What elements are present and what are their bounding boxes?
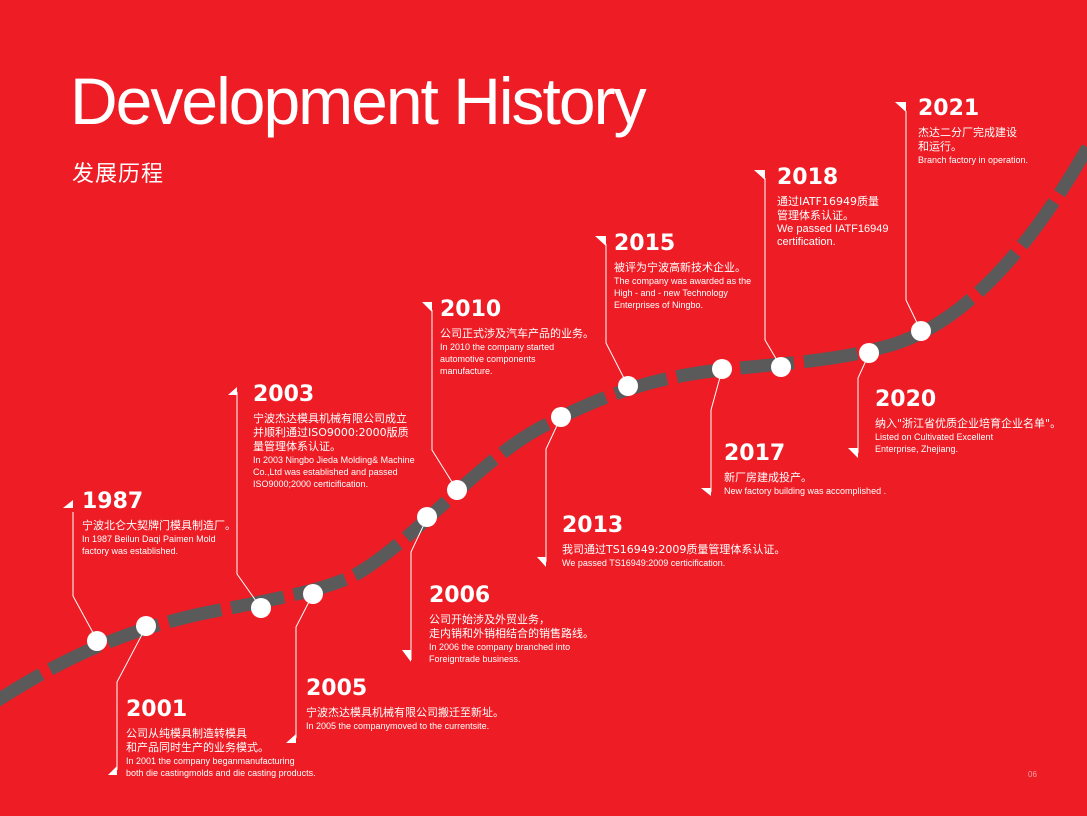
event-desc-en: We passed IATF16949 certification. bbox=[777, 223, 889, 248]
event-2021: 2021 杰达二分厂完成建设 和运行。 Branch factory in op… bbox=[918, 96, 1028, 166]
marker-2017 bbox=[712, 359, 732, 379]
event-desc-cn: 宁波杰达模具机械有限公司搬迁至新址。 bbox=[306, 706, 504, 719]
flag-2015 bbox=[595, 236, 606, 246]
marker-2001 bbox=[136, 616, 156, 636]
event-desc-en: In 2005 the companymoved to the currents… bbox=[306, 721, 490, 731]
marker-2013 bbox=[551, 407, 571, 427]
marker-2021 bbox=[911, 321, 931, 341]
flag-1987 bbox=[63, 500, 73, 508]
event-desc-cn: 宁波北仑大契牌门模具制造厂。 bbox=[82, 519, 236, 532]
event-desc-cn: 新厂房建成投产。 bbox=[724, 471, 812, 484]
marker-2003 bbox=[251, 598, 271, 618]
event-desc-en: In 1987 Beilun Daqi Paimen Mold factory … bbox=[82, 534, 216, 556]
event-desc-en: In 2003 Ningbo Jieda Molding& Machine Co… bbox=[253, 455, 415, 489]
event-year: 2010 bbox=[440, 297, 502, 322]
marker-2015 bbox=[618, 376, 638, 396]
event-1987: 1987 宁波北仑大契牌门模具制造厂。 In 1987 Beilun Daqi … bbox=[82, 489, 236, 557]
event-2005: 2005 宁波杰达模具机械有限公司搬迁至新址。 In 2005 the comp… bbox=[306, 676, 504, 732]
flag-2013 bbox=[537, 557, 546, 567]
event-2020: 2020 纳入"浙江省优质企业培育企业名单"。 Listed on Cultiv… bbox=[875, 387, 1061, 455]
page-subtitle: 发展历程 bbox=[72, 162, 165, 187]
flag-2010 bbox=[422, 302, 432, 312]
connector-1987 bbox=[72, 512, 98, 641]
flag-2005 bbox=[286, 734, 296, 743]
marker-2010 bbox=[447, 480, 467, 500]
connector-2017 bbox=[710, 369, 723, 492]
event-2006: 2006 公司开始涉及外贸业务， 走内销和外销相结合的销售路线。 In 2006… bbox=[429, 583, 594, 665]
event-year: 2005 bbox=[306, 676, 368, 701]
flag-2001 bbox=[108, 766, 117, 775]
event-desc-cn: 通过IATF16949质量 管理体系认证。 bbox=[777, 195, 879, 222]
event-year: 2001 bbox=[126, 697, 188, 722]
event-2013: 2013 我司通过TS16949:2009质量管理体系认证。 We passed… bbox=[562, 513, 785, 569]
connector-2015 bbox=[605, 244, 629, 387]
flag-2018 bbox=[754, 170, 765, 180]
flag-2020 bbox=[848, 448, 858, 458]
event-year: 2003 bbox=[253, 382, 315, 407]
event-year: 2020 bbox=[875, 387, 937, 412]
event-desc-cn: 被评为宁波高新技术企业。 bbox=[614, 261, 746, 274]
event-2010: 2010 公司正式涉及汽车产品的业务。 In 2010 the company … bbox=[440, 297, 594, 377]
connector-2018 bbox=[764, 178, 782, 368]
page-title: Development History bbox=[70, 64, 647, 138]
event-year: 2015 bbox=[614, 231, 676, 256]
event-desc-en: Listed on Cultivated Excellent Enterpris… bbox=[875, 432, 994, 454]
event-desc-en: Branch factory in operation. bbox=[918, 155, 1029, 165]
event-desc-cn: 杰达二分厂完成建设 和运行。 bbox=[918, 126, 1017, 153]
event-desc-cn: 我司通过TS16949:2009质量管理体系认证。 bbox=[562, 543, 786, 556]
event-year: 2013 bbox=[562, 513, 624, 538]
flag-2006 bbox=[402, 650, 411, 662]
event-desc-cn: 公司正式涉及汽车产品的业务。 bbox=[440, 327, 594, 340]
flag-2021 bbox=[895, 102, 906, 112]
connector-2021 bbox=[905, 111, 922, 332]
event-year: 1987 bbox=[82, 489, 144, 514]
connector-2005 bbox=[295, 593, 314, 738]
connector-2013 bbox=[545, 416, 562, 562]
flag-2003 bbox=[228, 387, 237, 395]
event-desc-cn: 公司从纯模具制造转模具 和产品同时生产的业务模式。 bbox=[126, 727, 269, 754]
connector-2001 bbox=[116, 626, 147, 770]
event-desc-cn: 宁波杰达模具机械有限公司成立 并顺利通过ISO9000:2000版质 量管理体系… bbox=[253, 412, 409, 453]
marker-2018 bbox=[771, 357, 791, 377]
event-desc-cn: 纳入"浙江省优质企业培育企业名单"。 bbox=[875, 417, 1062, 430]
marker-1987 bbox=[87, 631, 107, 651]
marker-2006 bbox=[417, 507, 437, 527]
flag-2017 bbox=[701, 488, 711, 496]
marker-2020 bbox=[859, 343, 879, 363]
event-2017: 2017 新厂房建成投产。 New factory building was a… bbox=[724, 441, 886, 497]
event-desc-en: We passed TS16949:2009 certicification. bbox=[562, 558, 726, 568]
connector-2006 bbox=[410, 517, 428, 660]
event-desc-cn: 公司开始涉及外贸业务， 走内销和外销相结合的销售路线。 bbox=[429, 613, 594, 640]
event-desc-en: In 2010 the company started automotive c… bbox=[440, 342, 555, 376]
event-2018: 2018 通过IATF16949质量 管理体系认证。 We passed IAT… bbox=[777, 165, 889, 249]
timeline-road bbox=[0, 136, 1087, 707]
event-2003: 2003 宁波杰达模具机械有限公司成立 并顺利通过ISO9000:2000版质 … bbox=[253, 382, 415, 490]
event-year: 2006 bbox=[429, 583, 491, 608]
event-desc-en: In 2001 the company beganmanufacturing b… bbox=[126, 756, 316, 778]
event-2001: 2001 公司从纯模具制造转模具 和产品同时生产的业务模式。 In 2001 t… bbox=[126, 697, 316, 779]
event-desc-en: New factory building was accomplished . bbox=[724, 486, 887, 496]
page-number: 06 bbox=[1028, 770, 1037, 779]
event-desc-en: The company was awarded as the High - an… bbox=[614, 276, 752, 310]
marker-2005 bbox=[303, 584, 323, 604]
connector-2020 bbox=[857, 353, 870, 453]
connector-2010 bbox=[431, 310, 458, 491]
event-2015: 2015 被评为宁波高新技术企业。 The company was awarde… bbox=[614, 231, 751, 311]
event-desc-en: In 2006 the company branched into Foreig… bbox=[429, 642, 571, 664]
event-year: 2021 bbox=[918, 96, 980, 121]
event-year: 2018 bbox=[777, 165, 839, 190]
connector-2003 bbox=[236, 392, 262, 609]
event-year: 2017 bbox=[724, 441, 786, 466]
